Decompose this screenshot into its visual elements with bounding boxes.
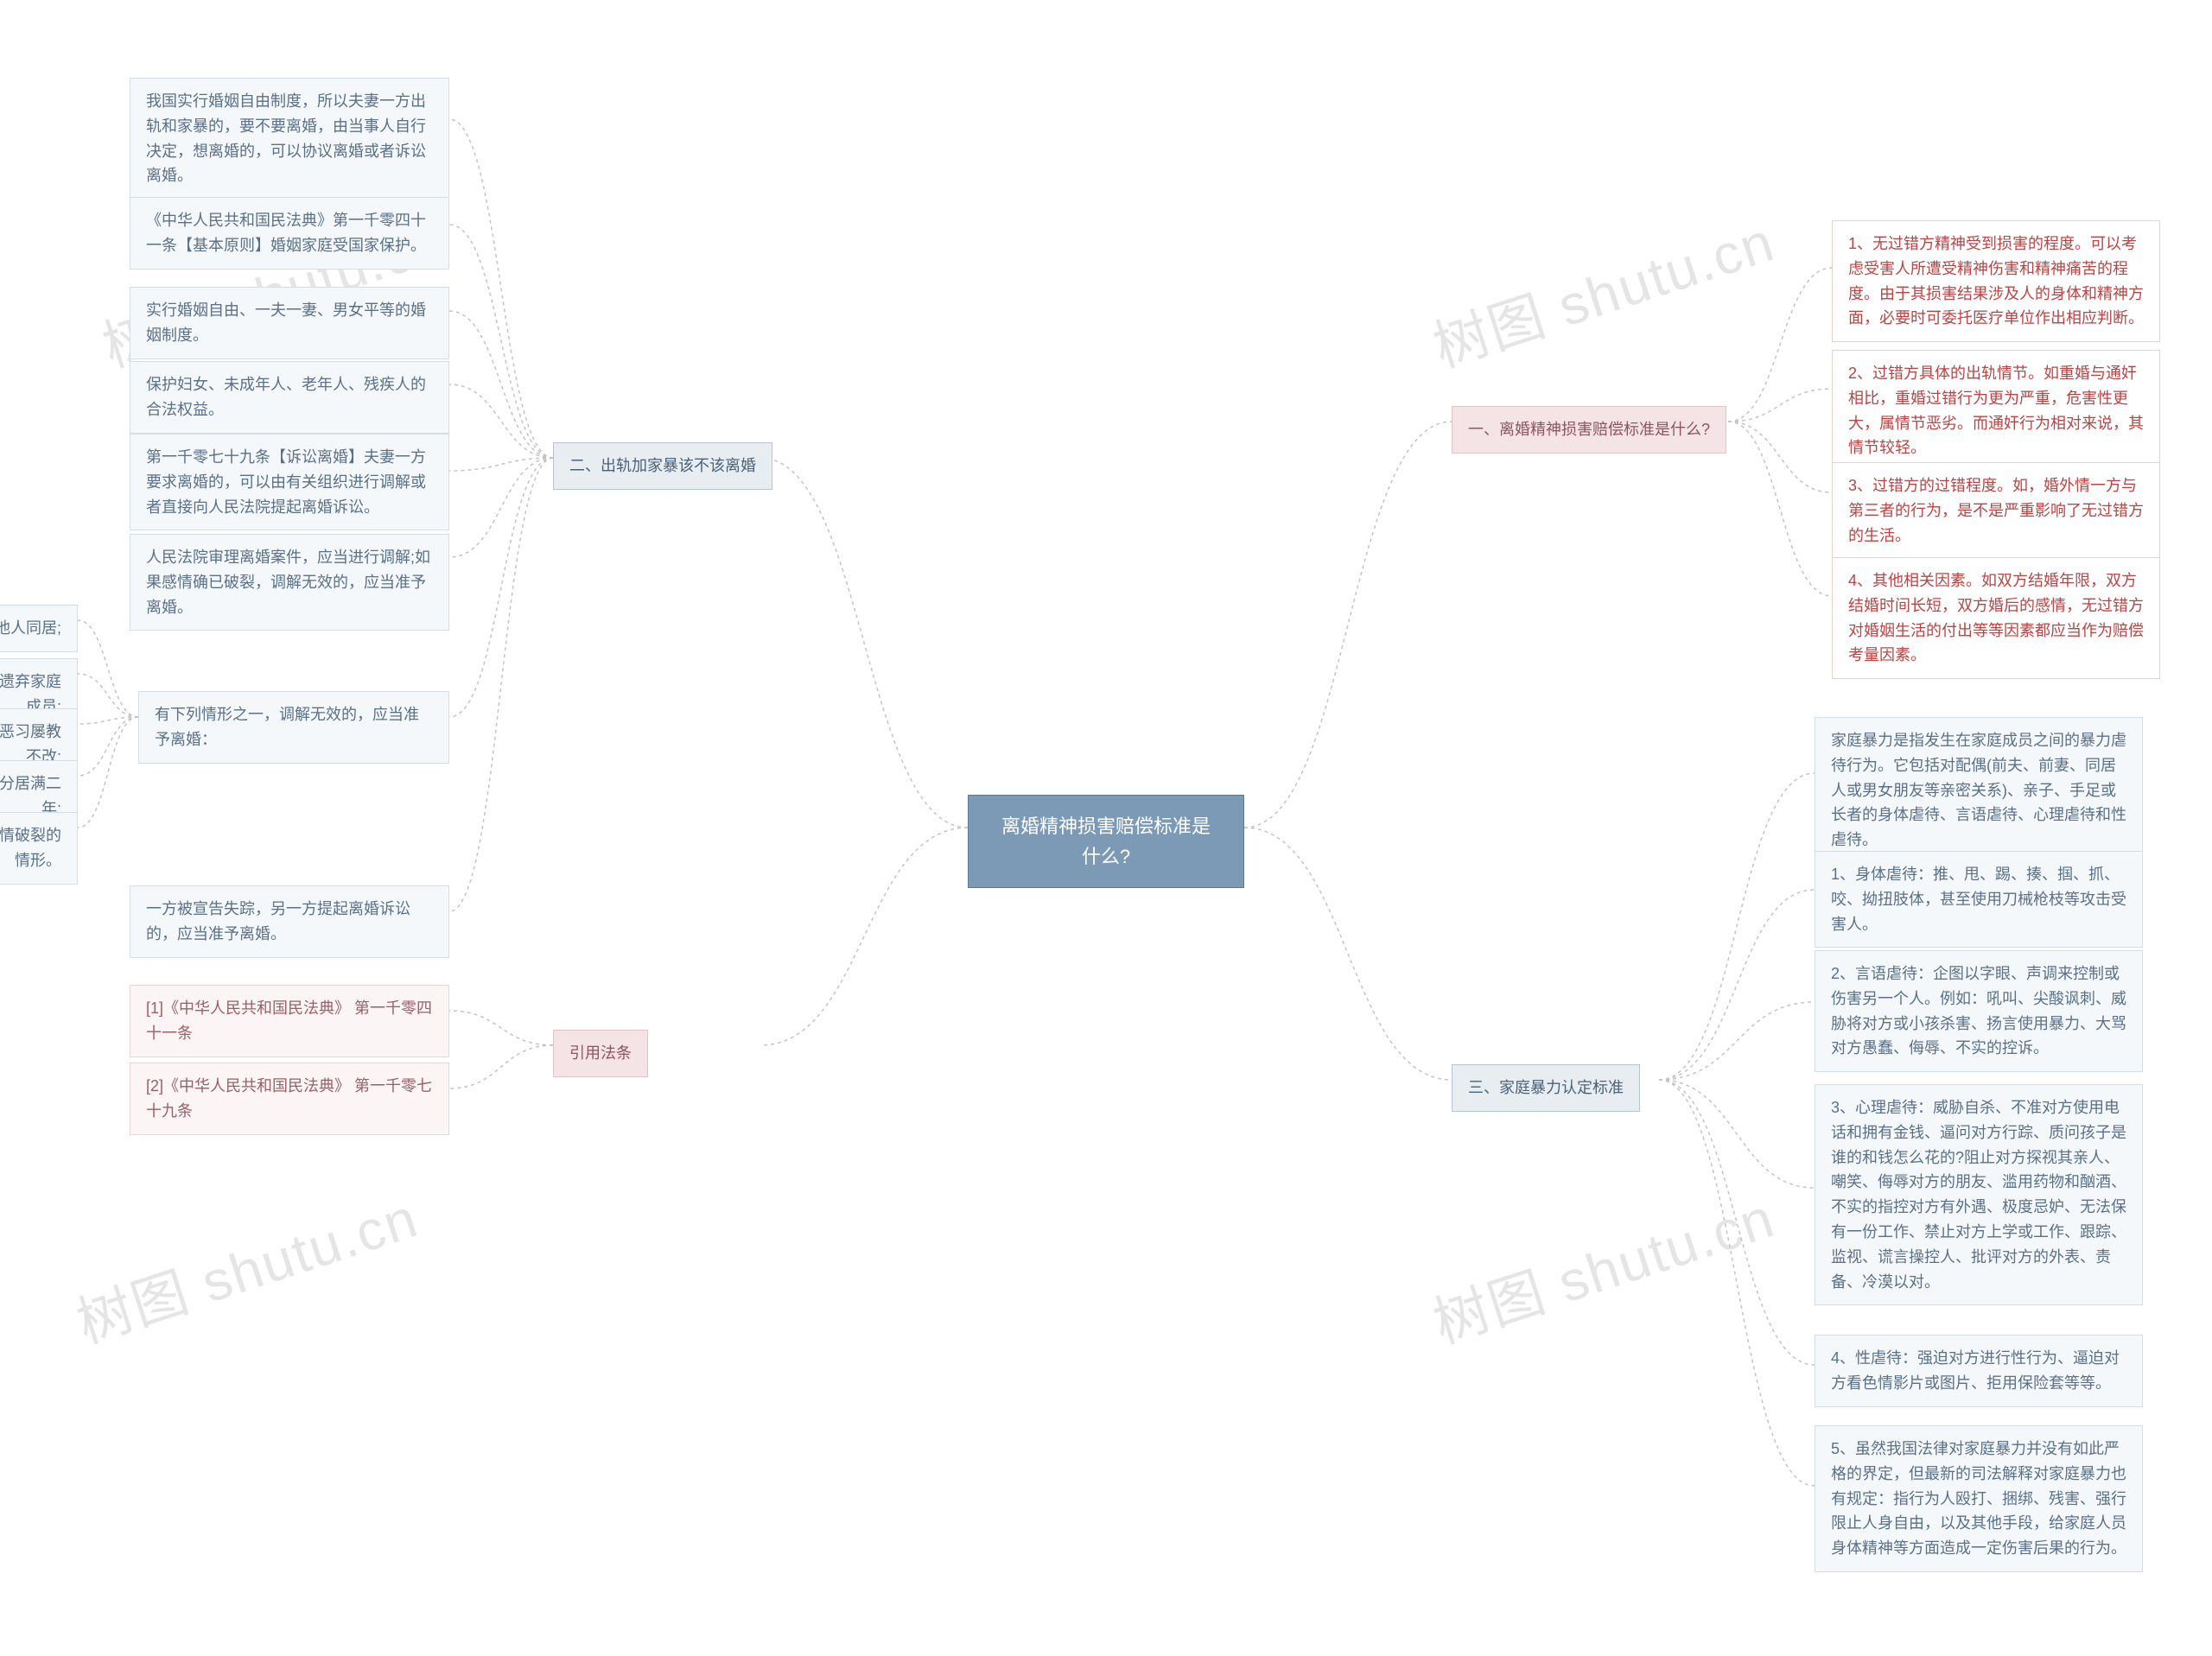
branch2-item-2: 实行婚姻自由、一夫一妻、男女平等的婚姻制度。	[130, 287, 449, 359]
branch1-title: 一、离婚精神损害赔偿标准是什么?	[1452, 406, 1726, 454]
branch3-item-4: 4、性虐待：强迫对方进行性行为、逼迫对方看色情影片或图片、拒用保险套等等。	[1815, 1335, 2143, 1407]
branch3-item-1: 1、身体虐待：推、甩、踢、揍、掴、抓、咬、拗扭肢体，甚至使用刀械枪枝等攻击受害人…	[1815, 851, 2143, 948]
branch4-item-0: [1]《中华人民共和国民法典》 第一千零四十一条	[130, 985, 449, 1057]
branch4-title: 引用法条	[553, 1030, 648, 1077]
branch2-sub-item-0: (一)重婚或者与他人同居;	[0, 605, 78, 652]
branch3-item-5: 5、虽然我国法律对家庭暴力并没有如此严格的界定，但最新的司法解释对家庭暴力也有规…	[1815, 1425, 2143, 1572]
branch1-item-1: 2、过错方具体的出轨情节。如重婚与通奸相比，重婚过错行为更为严重，危害性更大，属…	[1832, 350, 2160, 472]
center-line2: 什么?	[991, 841, 1221, 872]
branch2-tail: 一方被宣告失踪，另一方提起离婚诉讼的，应当准予离婚。	[130, 885, 449, 958]
watermark: 树图 shutu.cn	[1422, 1174, 1783, 1359]
branch3-item-2: 2、言语虐待：企图以字眼、声调来控制或伤害另一个人。例如：吼叫、尖酸讽刺、威胁将…	[1815, 950, 2143, 1072]
branch1-item-2: 3、过错方的过错程度。如，婚外情一方与第三者的行为，是不是严重影响了无过错方的生…	[1832, 462, 2160, 559]
branch2-sub-item-4: (五)其他导致夫妻感情破裂的情形。	[0, 812, 78, 885]
branch2-item-3: 保护妇女、未成年人、老年人、残疾人的合法权益。	[130, 361, 449, 434]
branch2-item-0: 我国实行婚姻自由制度，所以夫妻一方出轨和家暴的，要不要离婚，由当事人自行决定，想…	[130, 78, 449, 200]
branch2-item-1: 《中华人民共和国民法典》第一千零四十一条【基本原则】婚姻家庭受国家保护。	[130, 197, 449, 270]
watermark: 树图 shutu.cn	[66, 1174, 427, 1359]
branch3-item-0: 家庭暴力是指发生在家庭成员之间的暴力虐待行为。它包括对配偶(前夫、前妻、同居人或…	[1815, 717, 2143, 864]
branch3-item-3: 3、心理虐待：威胁自杀、不准对方使用电话和拥有金钱、逼问对方行踪、质问孩子是谁的…	[1815, 1084, 2143, 1305]
watermark: 树图 shutu.cn	[1422, 198, 1783, 383]
branch2-title: 二、出轨加家暴该不该离婚	[553, 442, 772, 490]
branch2-sub-title: 有下列情形之一，调解无效的，应当准予离婚：	[138, 691, 449, 764]
branch1-item-3: 4、其他相关因素。如双方结婚年限，双方结婚时间长短，双方婚后的感情，无过错方对婚…	[1832, 557, 2160, 679]
center-node: 离婚精神损害赔偿标准是 什么?	[968, 795, 1244, 888]
branch2-item-5: 人民法院审理离婚案件，应当进行调解;如果感情确已破裂，调解无效的，应当准予离婚。	[130, 534, 449, 631]
branch3-title: 三、家庭暴力认定标准	[1452, 1064, 1640, 1112]
branch2-item-4: 第一千零七十九条【诉讼离婚】夫妻一方要求离婚的，可以由有关组织进行调解或者直接向…	[130, 434, 449, 530]
center-line1: 离婚精神损害赔偿标准是	[991, 811, 1221, 841]
branch4-item-1: [2]《中华人民共和国民法典》 第一千零七十九条	[130, 1063, 449, 1135]
branch1-item-0: 1、无过错方精神受到损害的程度。可以考虑受害人所遭受精神伤害和精神痛苦的程度。由…	[1832, 220, 2160, 342]
